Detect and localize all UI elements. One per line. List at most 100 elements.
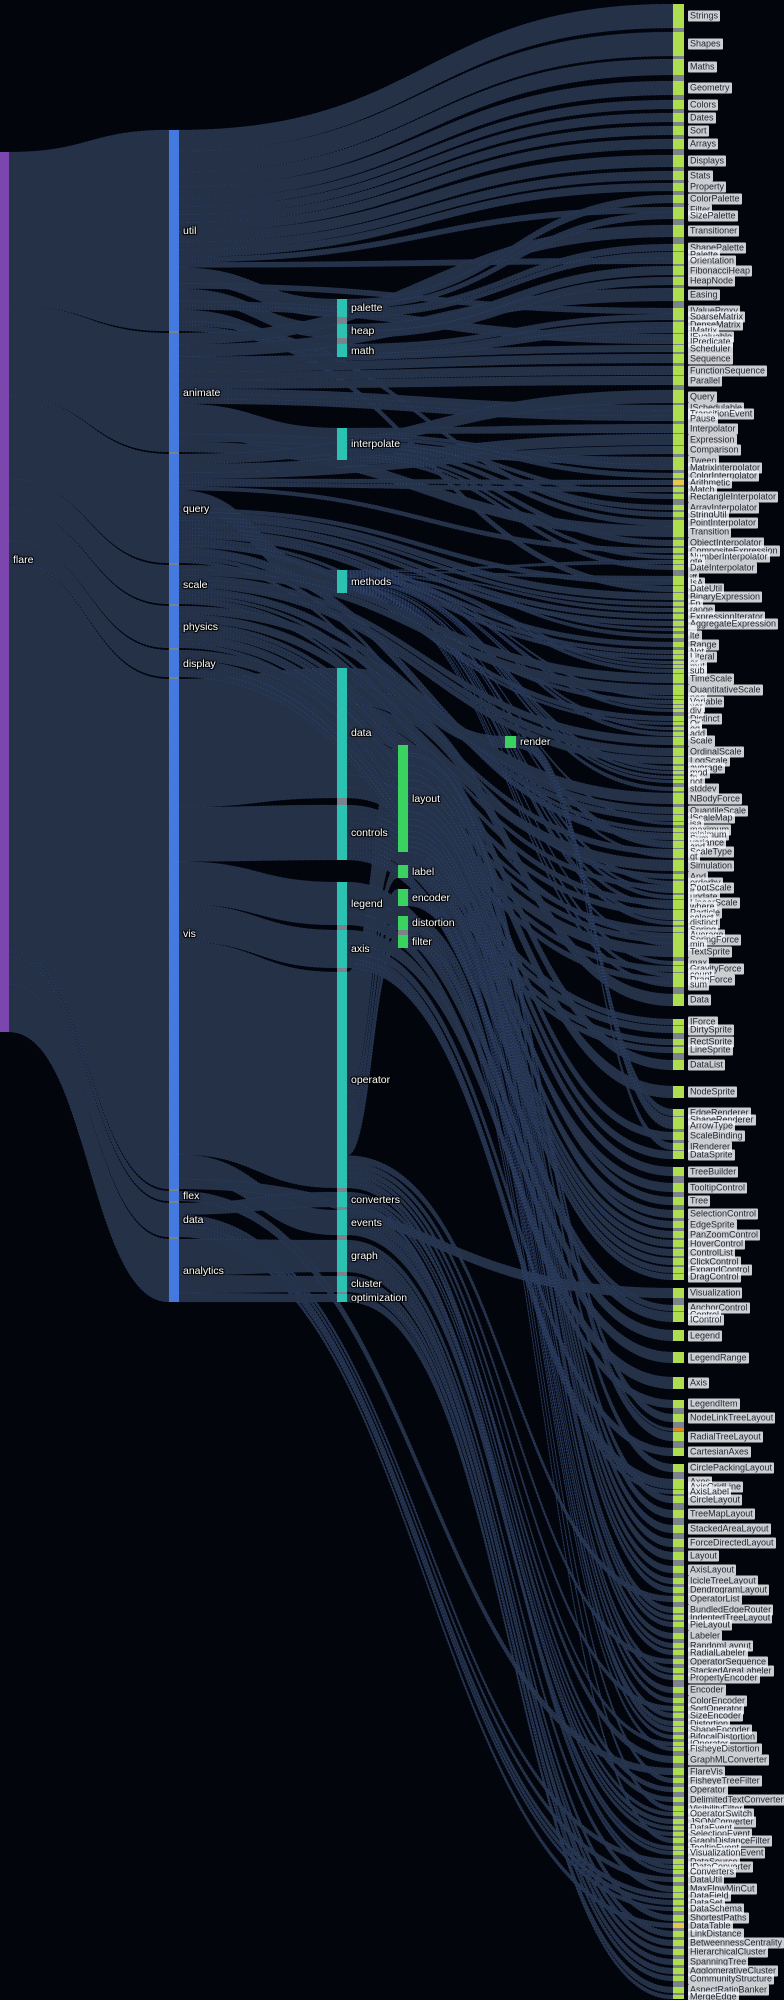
sankey-node-VisualizationEvent[interactable]: [673, 1851, 684, 1855]
sankey-link-TreeMapLayout[interactable]: [407, 779, 674, 1519]
sankey-node-DateInterpolator[interactable]: [673, 565, 684, 570]
sankey-link-encoder[interactable]: [346, 888, 399, 1126]
sankey-node-RandomLayout[interactable]: [673, 1643, 684, 1648]
sankey-node-TextSprite[interactable]: [673, 946, 684, 957]
sankey-node-Strings[interactable]: [673, 4, 684, 28]
sankey-link-div[interactable]: [346, 576, 674, 713]
sankey-node-Filter[interactable]: [673, 207, 684, 213]
sankey-node-AxisLayout[interactable]: [673, 1566, 684, 1573]
sankey-node-Interpolator[interactable]: [673, 424, 684, 433]
sankey-node-LegendItem[interactable]: [673, 1400, 684, 1408]
sankey-node-analytics[interactable]: [169, 1239, 179, 1302]
sankey-link-IMatrix[interactable]: [346, 327, 674, 358]
sankey-node-LinkDistance[interactable]: [673, 1931, 684, 1937]
sankey-node-ShapeEncoder[interactable]: [673, 1727, 684, 1732]
sankey-node-math[interactable]: [337, 344, 347, 357]
sankey-node-fn[interactable]: [673, 776, 684, 779]
sankey-node-distinct[interactable]: [673, 921, 684, 925]
sankey-node-where[interactable]: [673, 905, 684, 909]
sankey-link-JSONConverter[interactable]: [346, 1198, 674, 1825]
sankey-link-GraphMLConverter[interactable]: [346, 1191, 674, 1764]
sankey-link-Literal[interactable]: [178, 534, 674, 660]
sankey-node-DataList[interactable]: [673, 1060, 684, 1070]
sankey-link-Colors[interactable]: [178, 99, 674, 208]
sankey-node-OperatorSwitch[interactable]: [673, 1812, 684, 1816]
sankey-node-SizePalette[interactable]: [673, 212, 684, 219]
sankey-node-render[interactable]: [505, 736, 516, 748]
sankey-node-Shapes[interactable]: [673, 32, 684, 56]
sankey-node-neq[interactable]: [673, 696, 684, 699]
sankey-node-Displays[interactable]: [673, 155, 684, 167]
sankey-node-distortion[interactable]: [398, 916, 408, 930]
sankey-node-Converters[interactable]: [673, 1870, 684, 1874]
sankey-node-JSONConverter[interactable]: [673, 1819, 684, 1824]
sankey-link-Arrays[interactable]: [178, 138, 674, 232]
sankey-node-range[interactable]: [673, 608, 684, 612]
sankey-node-SelectionControl[interactable]: [673, 1210, 684, 1218]
sankey-node-flex[interactable]: [169, 1191, 179, 1201]
sankey-node-Sort[interactable]: [673, 126, 684, 135]
sankey-link-BinaryExpression[interactable]: [178, 511, 674, 601]
sankey-link-Displays[interactable]: [178, 154, 674, 243]
sankey-link-RadialTreeLayout[interactable]: [407, 755, 674, 1442]
sankey-node-IcicleTreeLayout[interactable]: [673, 1578, 684, 1584]
sankey-link-query[interactable]: [8, 395, 170, 564]
sankey-node-ShortestPaths[interactable]: [673, 1915, 684, 1921]
sankey-node-Stats[interactable]: [673, 171, 684, 180]
sankey-node-ControlList[interactable]: [673, 1249, 684, 1256]
sankey-node-graph[interactable]: [337, 1240, 347, 1272]
sankey-node-isa[interactable]: [673, 822, 684, 825]
sankey-node-and[interactable]: [673, 845, 684, 848]
sankey-node-ShapePalette[interactable]: [673, 244, 684, 251]
sankey-node-eq[interactable]: [673, 727, 684, 730]
sankey-node-ShapeRenderer[interactable]: [673, 1117, 684, 1123]
sankey-node-NodeSprite[interactable]: [673, 1086, 684, 1098]
sankey-node-RadialLabeler[interactable]: [673, 1650, 684, 1655]
sankey-node-VisibilityFilter[interactable]: [673, 1806, 684, 1811]
sankey-node-Simulation[interactable]: [673, 860, 684, 871]
sankey-node-QuantitativeScale[interactable]: [673, 685, 684, 695]
sankey-node-controls[interactable]: [337, 805, 347, 860]
sankey-node-DataUtil[interactable]: [673, 1877, 684, 1882]
sankey-node-Maths[interactable]: [673, 59, 684, 75]
sankey-node-vis[interactable]: [169, 679, 179, 1189]
sankey-node-Distinct[interactable]: [673, 716, 684, 721]
sankey-node-DataSchema[interactable]: [673, 1907, 684, 1911]
sankey-node-xor[interactable]: [673, 705, 684, 708]
sankey-link-SortOperator[interactable]: [346, 1167, 674, 1712]
sankey-link-FlareVis[interactable]: [178, 1190, 674, 1776]
sankey-node-NumberInterpolator[interactable]: [673, 555, 684, 559]
sankey-node-Data[interactable]: [673, 994, 684, 1006]
sankey-node-methods[interactable]: [337, 570, 347, 593]
sankey-link-ColorEncoder[interactable]: [407, 895, 674, 1704]
sankey-node-TimeScale[interactable]: [673, 674, 684, 683]
sankey-link-Interpolator[interactable]: [346, 423, 674, 435]
sankey-node-FisheyeDistortion[interactable]: [673, 1747, 684, 1751]
sankey-link-IOperator[interactable]: [346, 1173, 674, 1747]
sankey-link-where[interactable]: [346, 587, 674, 910]
sankey-node-Scheduler[interactable]: [673, 345, 684, 352]
sankey-node-OperatorList[interactable]: [673, 1596, 684, 1602]
sankey-node-Expression[interactable]: [673, 434, 684, 445]
sankey-node-IEvaluable[interactable]: [673, 334, 684, 339]
sankey-node-IndentedTreeLayout[interactable]: [673, 1615, 684, 1620]
sankey-node-DataTable[interactable]: [673, 1923, 684, 1928]
sankey-link-operator[interactable]: [178, 941, 338, 1189]
sankey-node-TooltipEvent[interactable]: [673, 1846, 684, 1850]
sankey-node-ScaleType[interactable]: [673, 849, 684, 855]
sankey-node-lt[interactable]: [673, 890, 684, 893]
sankey-node-ColorEncoder[interactable]: [673, 1698, 684, 1703]
sankey-link-Filter[interactable]: [178, 206, 674, 263]
sankey-node-MergeEdge[interactable]: [673, 1995, 684, 1999]
sankey-link-isa[interactable]: [346, 582, 674, 826]
sankey-node-div[interactable]: [673, 709, 684, 712]
sankey-node-axis[interactable]: [337, 930, 347, 968]
sankey-node-Or[interactable]: [673, 722, 684, 725]
sankey-node-Arrays[interactable]: [673, 139, 684, 149]
sankey-node-FunctionSequence[interactable]: [673, 366, 684, 375]
sankey-link-ShapePalette[interactable]: [346, 243, 674, 314]
sankey-node-DataSource[interactable]: [673, 1859, 684, 1864]
sankey-link-Labeler[interactable]: [407, 864, 674, 1640]
sankey-node-Query[interactable]: [673, 390, 684, 403]
sankey-link-animate[interactable]: [8, 304, 170, 453]
